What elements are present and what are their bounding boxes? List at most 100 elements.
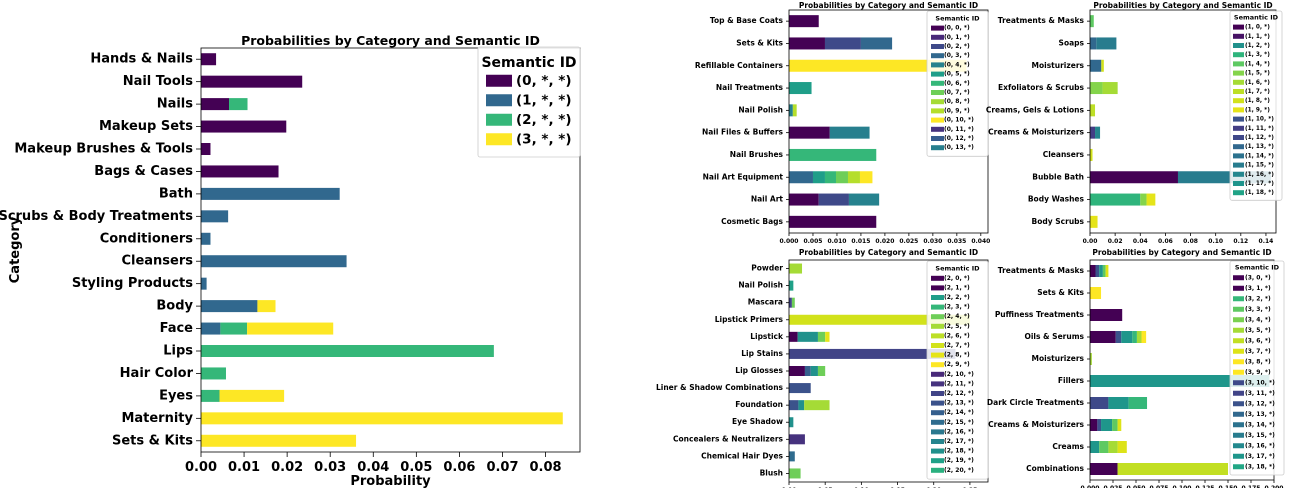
bar-segment	[201, 120, 287, 133]
bar-segment	[789, 59, 967, 72]
bar-segment	[1112, 419, 1118, 431]
legend-label: (2, 10, *)	[944, 371, 974, 378]
legend-box	[477, 46, 581, 158]
y-tick-label: Cosmetic Bags	[721, 217, 783, 226]
bar-segment	[201, 143, 211, 155]
legend-label: (1, 2, *)	[1245, 43, 1270, 49]
x-axis-label: Probability	[350, 474, 431, 488]
legend-swatch	[1233, 338, 1244, 344]
legend-swatch	[931, 439, 944, 444]
y-tick-label: Cleansers	[1043, 150, 1085, 159]
y-tick-label: Mascara	[748, 298, 783, 307]
x-tick-label: 0.035	[947, 238, 966, 245]
x-tick-label: 0.01	[228, 460, 260, 475]
bar-segment	[1102, 265, 1106, 277]
bar-segment	[201, 389, 220, 402]
plot-area: Probabilities by Category and Semantic I…	[0, 33, 581, 488]
legend-label: (2, 11, *)	[944, 380, 974, 387]
bar-segment	[1090, 463, 1118, 475]
legend-label: (2, 19, *)	[944, 457, 974, 464]
x-tick-label: 0.175	[1242, 485, 1261, 488]
legend-label: (1, 12, *)	[1245, 135, 1274, 141]
x-tick-label: 0.050	[1127, 485, 1146, 488]
y-tick-label: Hair Color	[120, 366, 194, 381]
bar-segment	[847, 171, 860, 184]
legend-label: (1, 8, *)	[1245, 98, 1270, 104]
legend-label: (0, 0, *)	[944, 25, 970, 32]
legend-label: (1, 6, *)	[1245, 80, 1270, 86]
bar-segment	[201, 300, 258, 313]
legend-label: (3, 5, *)	[1245, 327, 1271, 334]
legend-swatch	[931, 410, 944, 416]
bar-segment	[789, 417, 794, 428]
x-tick-label: 0.020	[875, 238, 894, 245]
x-tick-label: 0.00	[1083, 238, 1098, 245]
legend-swatch	[1233, 116, 1244, 122]
legend-swatch	[1233, 327, 1244, 333]
x-tick-label: 0.015	[851, 238, 870, 245]
chart-title: Probabilities by Category and Semantic I…	[241, 33, 540, 48]
y-tick-label: Bubble Bath	[1032, 172, 1084, 181]
y-tick-label: Lipstick	[750, 332, 784, 341]
bar-segment	[1105, 265, 1109, 277]
legend-swatch	[931, 429, 944, 435]
x-tick-label: 0.125	[1196, 485, 1215, 488]
legend-swatch	[931, 448, 944, 454]
legend-swatch	[931, 34, 944, 40]
y-tick-label: Nail Polish	[738, 105, 783, 114]
bar-segment	[789, 148, 877, 161]
bar-segment	[1090, 37, 1097, 50]
chart-title: Probabilities by Category and Semantic I…	[799, 248, 978, 257]
y-tick-label: Powder	[751, 264, 783, 273]
y-tick-label: Creams & Moisturizers	[988, 128, 1084, 137]
bar-segment	[789, 263, 803, 274]
y-tick-label: Lips	[163, 344, 193, 359]
y-tick-label: Nail Art Equipment	[703, 172, 784, 181]
legend-swatch	[1233, 453, 1244, 459]
y-axis-label: Category	[8, 216, 23, 283]
y-tick-label: Oils & Serums	[1024, 332, 1084, 341]
bar-segment	[789, 366, 805, 376]
legend: Semantic ID (0, 0, *) (0, 1, *) (0, 2, *) (0…	[926, 10, 989, 157]
legend-label: (3, 16, *)	[1245, 442, 1275, 449]
makeup-chart: Probabilities by Category and Semantic I…	[656, 248, 989, 488]
bar-segment	[1090, 126, 1096, 139]
bar-segment	[1090, 441, 1100, 453]
y-tick-label: Nail Files & Buffers	[702, 128, 784, 137]
legend: Semantic ID (1, 0, *) (1, 1, *) (1, 2, *) (1…	[1229, 10, 1283, 201]
legend-swatch	[1233, 432, 1244, 438]
bar-segment	[1101, 419, 1113, 431]
x-tick-label: 0.07	[486, 460, 518, 475]
y-tick-label: Lipstick Primers	[715, 315, 784, 324]
bar-segment	[1095, 126, 1101, 139]
legend-swatch	[1233, 43, 1244, 48]
bar-segment	[817, 366, 826, 376]
y-tick-label: Hands & Nails	[90, 52, 193, 67]
y-tick-label: Nail Art	[751, 195, 784, 204]
legend-label: (3, 0, *)	[1245, 274, 1271, 281]
bar-segment	[848, 193, 880, 206]
bar-segment	[1102, 82, 1118, 95]
bar-segment	[201, 98, 229, 111]
legend-label: (1, 5, *)	[1245, 71, 1270, 77]
legend-label: (1, 11, *)	[1245, 126, 1274, 132]
legend-swatch	[931, 371, 944, 377]
bar-segment	[201, 210, 229, 223]
y-tick-label: Creams	[1052, 442, 1084, 451]
legend-swatch	[1233, 380, 1244, 386]
legend-title: Semantic ID	[481, 55, 576, 71]
legend-label: (2, 18, *)	[944, 448, 974, 455]
legend-swatch	[1233, 296, 1244, 302]
legend-label: (2, 0, *)	[944, 275, 970, 282]
bar-segment	[810, 366, 818, 376]
y-tick-label: Puffiness Treatments	[995, 310, 1085, 319]
bar-segment	[201, 345, 494, 357]
legend-swatch	[1233, 70, 1244, 76]
legend-label: (1, 17, *)	[1245, 181, 1274, 187]
x-tick-label: 0.02	[271, 460, 303, 475]
x-tick-label: 0.02	[1108, 238, 1123, 245]
legend-swatch	[931, 62, 944, 68]
legend-label: (3, 8, *)	[1245, 358, 1271, 365]
legend-label: (2, 7, *)	[944, 342, 970, 349]
legend-label: (3, 11, *)	[1245, 390, 1275, 397]
